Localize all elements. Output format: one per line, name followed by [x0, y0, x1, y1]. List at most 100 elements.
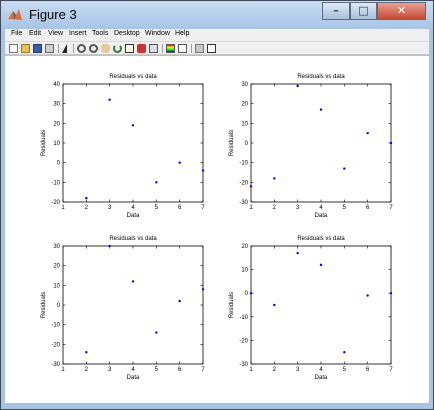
y-tick-label: -10: [239, 315, 248, 321]
show-plot-tools-icon[interactable]: [207, 44, 216, 53]
x-tick-label: 5: [343, 367, 347, 373]
menu-help[interactable]: Help: [175, 30, 190, 37]
new-figure-icon[interactable]: [9, 44, 18, 53]
data-point: [343, 167, 346, 170]
data-point: [155, 331, 158, 334]
maximize-button[interactable]: □: [350, 2, 377, 20]
y-tick-label: 10: [241, 121, 248, 127]
pan-icon[interactable]: [101, 44, 110, 53]
menu-insert[interactable]: Insert: [69, 30, 87, 37]
x-tick-label: 6: [366, 205, 370, 211]
y-tick-label: -10: [239, 161, 248, 167]
menu-desktop[interactable]: Desktop: [114, 30, 140, 37]
save-icon[interactable]: [33, 44, 42, 53]
x-tick-label: 3: [108, 205, 112, 211]
data-cursor-icon[interactable]: [125, 44, 134, 53]
edit-plot-arrow-icon[interactable]: [62, 44, 67, 53]
data-point: [201, 169, 205, 172]
matlab-app-icon: [8, 9, 22, 20]
zoom-out-icon[interactable]: [89, 44, 98, 53]
x-tick-label: 2: [85, 205, 89, 211]
x-tick-label: 7: [389, 205, 393, 211]
data-point: [319, 263, 323, 267]
data-point: [108, 98, 111, 101]
y-tick-label: 0: [245, 141, 249, 147]
x-tick-label: 7: [201, 367, 205, 373]
y-tick-label: -30: [239, 362, 248, 368]
data-point: [296, 251, 299, 255]
y-tick-label: 40: [53, 82, 60, 88]
brush-icon[interactable]: [137, 44, 146, 53]
close-button[interactable]: ✕: [377, 2, 426, 20]
link-plot-icon[interactable]: [149, 44, 158, 53]
y-axis-label: Residuals: [229, 130, 235, 156]
data-point: [155, 181, 158, 184]
data-point: [201, 288, 205, 291]
hide-plot-tools-icon[interactable]: [195, 44, 204, 53]
y-tick-label: -30: [239, 200, 248, 206]
rotate-3d-icon[interactable]: [113, 44, 122, 53]
y-axis-label: Residuals: [229, 292, 235, 318]
data-point: [296, 84, 299, 88]
open-file-icon[interactable]: [21, 44, 30, 53]
x-tick-label: 4: [319, 367, 323, 373]
y-tick-label: 30: [53, 244, 60, 250]
plot-axes-box: [62, 245, 204, 365]
plot-title: Residuals vs data: [297, 74, 345, 80]
y-tick-label: 0: [57, 303, 61, 309]
y-tick-label: 0: [57, 161, 61, 167]
menu-view[interactable]: View: [48, 30, 64, 37]
y-tick-label: -30: [51, 362, 60, 368]
data-point: [131, 124, 135, 127]
menu-file[interactable]: File: [11, 30, 23, 37]
plot-title: Residuals vs data: [297, 236, 345, 242]
y-axis-label: Residuals: [41, 292, 47, 318]
toolbar-separator: [191, 44, 192, 53]
x-tick-label: 6: [178, 205, 182, 211]
x-axis-label: Data: [127, 375, 140, 381]
toolbar-separator: [58, 44, 59, 53]
toolbar-separator: [73, 44, 74, 53]
data-point: [273, 303, 276, 307]
minimize-button[interactable]: –: [322, 2, 350, 20]
x-tick-label: 2: [85, 367, 89, 373]
zoom-in-icon[interactable]: [77, 44, 86, 53]
data-point: [366, 131, 369, 135]
y-tick-label: -10: [51, 323, 60, 329]
data-point: [249, 185, 253, 188]
menu-tools[interactable]: Tools: [92, 30, 109, 37]
window-title: Figure 3: [29, 7, 77, 22]
toolbar-separator: [162, 44, 163, 53]
y-tick-label: 0: [245, 291, 249, 297]
y-tick-label: -20: [51, 342, 60, 348]
menu-edit[interactable]: Edit: [29, 30, 42, 37]
print-icon[interactable]: [45, 44, 54, 53]
y-tick-label: 20: [53, 121, 60, 127]
data-point: [131, 280, 135, 283]
insert-colorbar-icon[interactable]: [166, 44, 175, 53]
x-tick-label: 3: [296, 367, 300, 373]
x-tick-label: 4: [319, 205, 323, 211]
figure-canvas: 1 2 3 4 5 6 7 -20 -10 0 10 20 30 40 Residuals vs data D…: [5, 56, 429, 403]
x-tick-label: 2: [273, 205, 277, 211]
y-tick-label: -20: [51, 200, 60, 206]
data-point: [366, 294, 369, 297]
x-tick-label: 6: [178, 367, 182, 373]
y-axis-label: Residuals: [41, 130, 47, 156]
insert-legend-icon[interactable]: [178, 44, 187, 53]
data-point: [85, 196, 88, 200]
data-point: [249, 292, 253, 295]
x-axis-label: Data: [127, 213, 140, 219]
data-point: [389, 292, 393, 295]
x-tick-label: 1: [61, 367, 65, 373]
x-tick-label: 5: [155, 205, 159, 211]
y-tick-label: 10: [241, 268, 248, 274]
x-axis-label: Data: [315, 213, 328, 219]
x-tick-label: 1: [249, 205, 253, 211]
data-point: [108, 244, 111, 248]
menu-window[interactable]: Window: [145, 30, 170, 37]
title-bar[interactable]: Figure 3 – □ ✕: [1, 1, 433, 29]
plot-title: Residuals vs data: [109, 74, 157, 80]
x-tick-label: 5: [343, 205, 347, 211]
